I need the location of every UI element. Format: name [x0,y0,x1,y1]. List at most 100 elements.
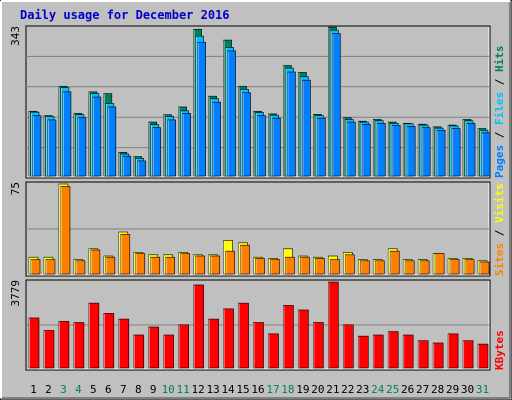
bar-pages-day-3 [62,91,72,177]
bar-kbytes-day-2 [43,330,55,369]
x-label-day-26: 26 [401,383,414,396]
bar-sites-day-18 [285,256,295,275]
x-label-day-2: 2 [45,383,52,396]
bar-pages-day-11 [182,113,191,177]
x-label-day-30: 30 [461,383,474,396]
bar-sites-day-16 [255,258,265,275]
bar-kbytes-day-10 [163,334,175,369]
bar-kbytes-day-12 [193,284,204,369]
bar-pages-day-18 [287,71,296,177]
bar-sites-day-4 [75,260,86,275]
bar-pages-day-15 [242,92,251,177]
legend-separator: / [493,72,506,92]
legend-separator: / [493,125,506,145]
legend-kbytes: KBytes [493,330,506,370]
bar-pages-day-1 [32,115,42,177]
bar-pages-day-25 [391,125,401,177]
x-label-day-24: 24 [371,383,385,396]
bar-sites-day-21 [330,259,340,275]
x-label-day-5: 5 [90,383,97,396]
legend-pages-files-hits: Pages / Files / Hits [493,46,506,179]
bar-kbytes-day-29 [447,333,459,369]
x-label-day-23: 23 [356,383,369,396]
x-label-day-29: 29 [446,383,459,396]
bar-sites-day-25 [389,250,400,275]
bar-sites-day-17 [270,259,280,275]
bar-kbytes-day-14 [223,308,234,369]
bar-sites-day-14 [225,250,235,275]
bar-sites-day-8 [135,253,146,275]
bar-kbytes-day-6 [103,313,115,369]
panel-pages-files-hits: 343 Pages / Files / Hits [9,25,506,179]
bar-kbytes-day-15 [238,302,249,369]
chart-panels: 343 Pages / Files / Hits 75 Sites / Visits 3… [9,25,506,371]
bar-pages-day-9 [152,127,162,177]
bar-pages-day-6 [107,106,117,177]
x-label-day-3: 3 [60,383,67,396]
bar-sites-day-19 [300,256,310,275]
bar-sites-day-27 [419,260,430,275]
bar-sites-day-10 [165,256,176,275]
bar-kbytes-day-25 [387,331,399,369]
bar-kbytes-day-13 [208,318,219,369]
bar-sites-day-23 [359,260,370,275]
x-label-day-10: 10 [162,383,175,396]
bar-sites-day-24 [374,260,385,275]
legend-entry-files: Files [493,92,506,125]
panel-kbytes: 3779 KBytes [9,279,506,371]
bar-kbytes-day-28 [432,342,444,369]
x-label-day-6: 6 [105,383,112,396]
bar-kbytes-day-20 [313,322,324,369]
x-label-day-13: 13 [206,383,219,396]
bar-pages-day-23 [361,123,371,177]
x-label-day-15: 15 [236,383,249,396]
bar-sites-day-31 [479,261,490,275]
bar-kbytes-day-21 [328,281,339,369]
bar-sites-day-7 [120,234,131,275]
x-label-day-1: 1 [30,383,37,396]
bar-pages-day-5 [92,96,102,177]
bar-kbytes-day-16 [253,322,264,369]
bar-pages-day-8 [137,160,147,177]
x-label-day-27: 27 [416,383,429,396]
bar-pages-day-20 [317,117,326,177]
bar-sites-day-2 [45,259,56,275]
bar-pages-day-26 [406,126,416,177]
bar-pages-day-7 [122,155,132,177]
bar-pages-day-19 [302,79,311,177]
bar-kbytes-day-31 [477,343,489,369]
x-label-day-7: 7 [120,383,127,396]
chart-title: Daily usage for December 2016 [20,8,230,22]
bar-pages-day-17 [272,117,281,177]
bar-kbytes-day-18 [283,305,294,369]
bar-sites-day-6 [105,256,116,275]
bar-kbytes-day-17 [268,333,279,369]
x-label-day-17: 17 [266,383,279,396]
bar-kbytes-day-8 [133,334,145,369]
bar-pages-day-10 [167,119,177,177]
bar-pages-day-27 [421,127,431,177]
bar-kbytes-day-19 [298,309,309,369]
bar-sites-day-29 [449,259,460,275]
x-label-day-31: 31 [476,383,489,396]
bar-pages-day-29 [451,128,461,177]
y-max-label-pages-files-hits: 343 [9,26,22,46]
x-label-day-21: 21 [326,383,339,396]
bar-kbytes-day-27 [417,340,429,369]
bar-kbytes-day-4 [73,322,85,369]
x-axis-day-labels: 1 2 3 4 5 6 7 8 9 10 11 12 13 14 15 16 17 18 19 20 21 22 23 24 2… [30,383,489,396]
bar-sites-day-15 [240,244,250,275]
x-label-day-9: 9 [150,383,157,396]
bar-pages-day-31 [481,132,491,177]
x-label-day-19: 19 [296,383,309,396]
panel-visits-sites: 75 Sites / Visits [9,181,506,277]
bar-pages-day-16 [257,115,266,177]
bar-pages-day-30 [466,123,476,177]
legend-visits-sites: Sites / Visits [493,183,506,276]
bar-sites-day-28 [434,253,445,275]
x-label-day-11: 11 [177,383,190,396]
bar-kbytes-day-7 [118,318,130,369]
bar-kbytes-day-30 [462,340,474,369]
bar-sites-day-11 [180,253,190,275]
bar-pages-day-22 [347,121,356,177]
